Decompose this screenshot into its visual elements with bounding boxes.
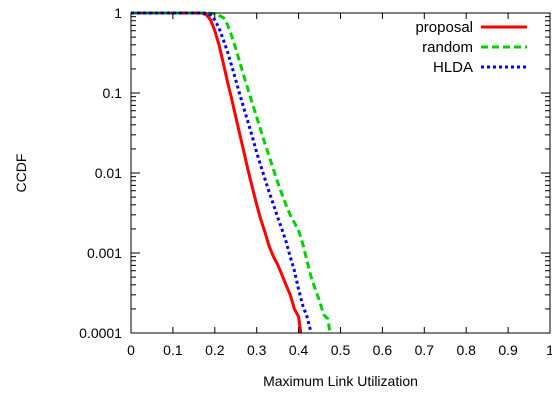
series-line-random bbox=[131, 11, 332, 333]
x-tick-label: 0.6 bbox=[373, 342, 393, 358]
x-tick-label: 0.1 bbox=[163, 342, 183, 358]
series-line-proposal bbox=[131, 11, 303, 333]
y-axis-label: CCDF bbox=[13, 154, 29, 193]
x-tick-label: 0.2 bbox=[205, 342, 225, 358]
y-axis: 0.0001 0.001 0.01 0.1 1 bbox=[79, 5, 550, 341]
x-axis-label: Maximum Link Utilization bbox=[263, 373, 418, 389]
x-tick-label: 0.9 bbox=[498, 342, 518, 358]
x-tick-label: 0.4 bbox=[289, 342, 309, 358]
x-tick-label: 0 bbox=[127, 342, 135, 358]
legend: proposal random HLDA bbox=[415, 19, 527, 76]
x-tick-label: 1 bbox=[546, 342, 552, 358]
x-tick-label: 0.5 bbox=[331, 342, 351, 358]
legend-label: HLDA bbox=[433, 59, 473, 76]
y-tick-label: 0.01 bbox=[95, 165, 122, 181]
y-tick-label: 1 bbox=[114, 5, 122, 21]
y-tick-label: 0.001 bbox=[87, 245, 122, 261]
legend-label: random bbox=[422, 39, 473, 56]
x-tick-label: 0.7 bbox=[415, 342, 435, 358]
x-tick-label: 0.3 bbox=[247, 342, 267, 358]
x-tick-label: 0.8 bbox=[456, 342, 476, 358]
y-tick-label: 0.1 bbox=[103, 85, 123, 101]
legend-label: proposal bbox=[415, 19, 473, 36]
x-axis: 0 0.1 0.2 0.3 0.4 0.5 0.6 0.7 0.8 0.9 1 bbox=[127, 13, 552, 358]
y-tick-label: 0.0001 bbox=[79, 325, 122, 341]
plot-lines bbox=[131, 11, 332, 333]
series-line-hlda bbox=[131, 11, 313, 333]
